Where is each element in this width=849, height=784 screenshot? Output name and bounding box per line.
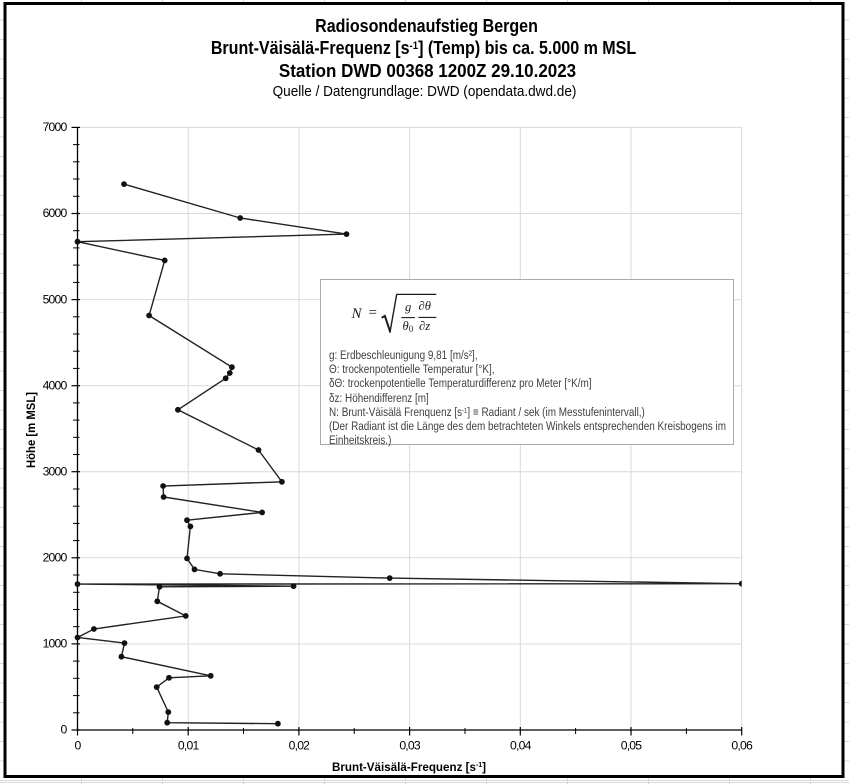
svg-text:0: 0	[75, 739, 82, 753]
svg-text:0,05: 0,05	[621, 739, 643, 753]
svg-text:3000: 3000	[43, 464, 68, 478]
svg-text:0,01: 0,01	[178, 739, 200, 753]
svg-text:0,02: 0,02	[289, 739, 311, 753]
svg-text:5000: 5000	[43, 292, 68, 306]
svg-text:0,03: 0,03	[399, 739, 421, 753]
svg-text:1000: 1000	[43, 637, 68, 651]
svg-text:0,06: 0,06	[731, 739, 753, 753]
svg-text:0: 0	[61, 723, 68, 737]
svg-text:2000: 2000	[43, 551, 68, 565]
svg-text:6000: 6000	[43, 206, 68, 220]
svg-text:0,04: 0,04	[510, 739, 532, 753]
svg-text:4000: 4000	[43, 378, 68, 392]
svg-text:7000: 7000	[43, 120, 68, 134]
